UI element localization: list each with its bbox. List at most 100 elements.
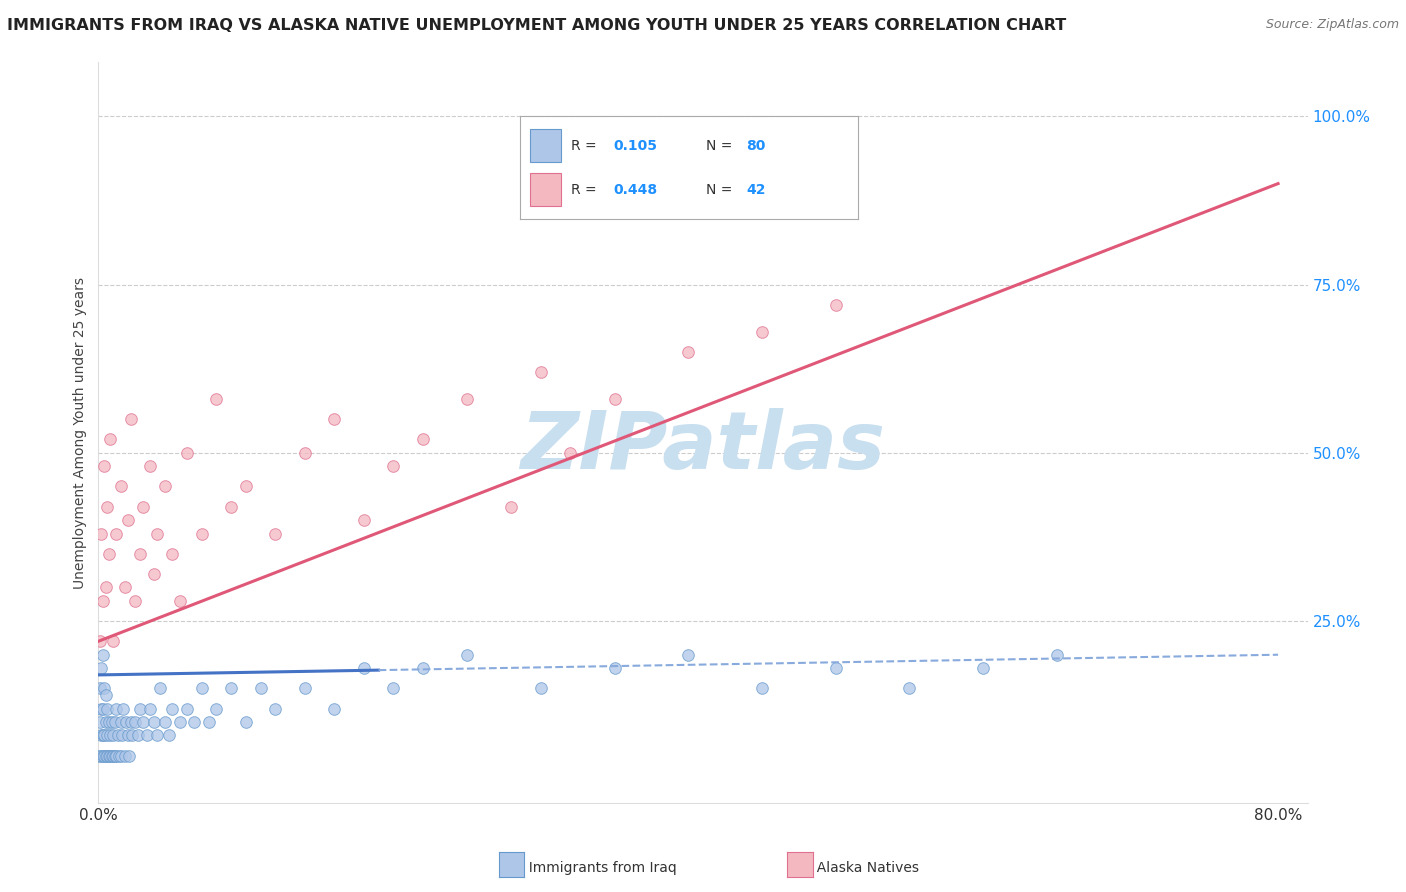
Point — [323, 412, 346, 426]
Point — [96, 748, 118, 763]
Point — [100, 714, 122, 729]
Point — [101, 634, 124, 648]
Point — [101, 729, 124, 743]
Point — [153, 479, 176, 493]
Point — [121, 729, 143, 743]
Point — [131, 500, 153, 514]
Point — [120, 714, 142, 729]
Point — [98, 729, 121, 743]
Point — [530, 681, 553, 696]
Point — [176, 446, 198, 460]
Point — [90, 701, 112, 715]
Point — [89, 634, 111, 648]
Point — [190, 526, 212, 541]
Point — [96, 701, 118, 715]
Point — [124, 594, 146, 608]
Point — [205, 392, 228, 406]
Point — [96, 500, 118, 514]
Point — [104, 714, 127, 729]
Point — [456, 648, 478, 662]
Point — [127, 729, 149, 743]
Point — [94, 688, 117, 702]
Point — [146, 729, 169, 743]
Point — [89, 714, 111, 729]
Point — [91, 701, 114, 715]
Text: 42: 42 — [747, 183, 766, 197]
Point — [107, 729, 129, 743]
Point — [94, 581, 117, 595]
Text: Alaska Natives: Alaska Natives — [808, 861, 920, 875]
Point — [117, 729, 139, 743]
Point — [110, 748, 132, 763]
Point — [149, 681, 172, 696]
Text: N =: N = — [706, 183, 737, 197]
Point — [105, 748, 128, 763]
Point — [131, 714, 153, 729]
Point — [603, 392, 626, 406]
Point — [90, 748, 112, 763]
Point — [219, 500, 242, 514]
Point — [382, 681, 405, 696]
Point — [96, 729, 118, 743]
Text: Immigrants from Iraq: Immigrants from Iraq — [520, 861, 676, 875]
Point — [169, 594, 191, 608]
Point — [94, 714, 117, 729]
Point — [97, 714, 120, 729]
Text: 0.448: 0.448 — [613, 183, 657, 197]
Point — [115, 714, 138, 729]
Point — [219, 681, 242, 696]
Point — [98, 433, 121, 447]
Point — [264, 701, 287, 715]
Point — [678, 648, 700, 662]
Point — [751, 325, 773, 339]
Point — [111, 729, 134, 743]
Point — [146, 526, 169, 541]
Text: Source: ZipAtlas.com: Source: ZipAtlas.com — [1265, 18, 1399, 31]
Point — [294, 446, 316, 460]
Point — [205, 701, 228, 715]
Point — [118, 748, 141, 763]
Point — [972, 661, 994, 675]
Point — [110, 479, 132, 493]
Bar — [530, 129, 561, 162]
Point — [198, 714, 221, 729]
Point — [603, 661, 626, 675]
Point — [143, 566, 166, 581]
Point — [100, 748, 122, 763]
Point — [249, 681, 271, 696]
Point — [412, 433, 434, 447]
Point — [353, 513, 375, 527]
Text: N =: N = — [706, 139, 737, 153]
Point — [117, 513, 139, 527]
Point — [323, 701, 346, 715]
Point — [139, 701, 162, 715]
Point — [91, 748, 114, 763]
Point — [97, 748, 120, 763]
Point — [89, 681, 111, 696]
Text: IMMIGRANTS FROM IRAQ VS ALASKA NATIVE UNEMPLOYMENT AMONG YOUTH UNDER 25 YEARS CO: IMMIGRANTS FROM IRAQ VS ALASKA NATIVE UN… — [7, 18, 1066, 33]
Bar — [530, 173, 561, 206]
Point — [190, 681, 212, 696]
Point — [94, 748, 117, 763]
Point — [91, 594, 114, 608]
Point — [1046, 648, 1069, 662]
Point — [824, 661, 846, 675]
Point — [90, 661, 112, 675]
Point — [101, 748, 124, 763]
Point — [110, 714, 132, 729]
Point — [93, 729, 115, 743]
Point — [143, 714, 166, 729]
Point — [112, 701, 135, 715]
Point — [169, 714, 191, 729]
Text: R =: R = — [571, 139, 600, 153]
Point — [97, 547, 120, 561]
Point — [235, 479, 257, 493]
Point — [153, 714, 176, 729]
Point — [93, 681, 115, 696]
Point — [176, 701, 198, 715]
Point — [91, 729, 114, 743]
Point — [560, 446, 582, 460]
Point — [456, 392, 478, 406]
Point — [382, 459, 405, 474]
Point — [114, 581, 136, 595]
